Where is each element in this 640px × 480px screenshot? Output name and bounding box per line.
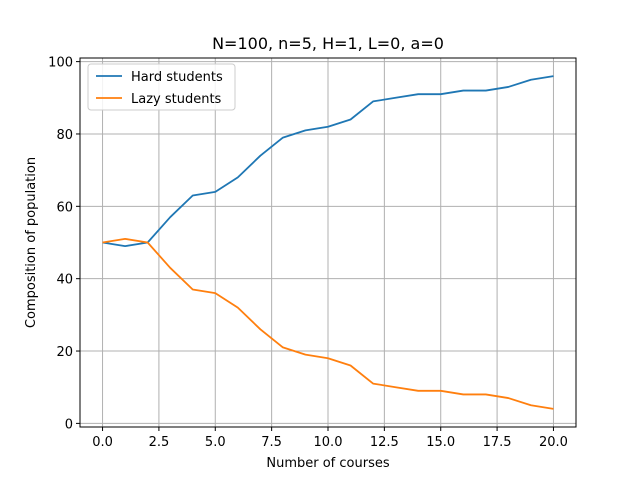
x-tick-label: 20.0	[539, 435, 568, 450]
y-tick-label: 100	[48, 56, 73, 71]
y-tick-label: 80	[56, 128, 73, 143]
x-tick-label: 0.0	[92, 435, 113, 450]
series-line-1	[102, 75, 554, 248]
series-line-2	[102, 237, 554, 410]
y-tick-label: 60	[56, 200, 73, 215]
x-tick-label: 12.5	[370, 435, 399, 450]
x-tick-label: 2.5	[149, 435, 170, 450]
axis-ticks: 0.0 2.5 5.0 7.5 10.0 12.5 15.0 17.5 20.0 0 20 40 60 8…	[48, 56, 568, 450]
grid	[80, 58, 576, 427]
x-tick-label: 15.0	[426, 435, 455, 450]
x-tick-label: 17.5	[483, 435, 512, 450]
x-tick-label: 10.0	[314, 435, 343, 450]
x-tick-label: 5.0	[205, 435, 226, 450]
x-tick-label: 7.5	[261, 435, 282, 450]
chart-title: N=100, n=5, H=1, L=0, a=0	[212, 34, 444, 53]
y-tick-label: 0	[65, 417, 73, 432]
y-axis-label: Composition of population	[24, 157, 39, 328]
legend: Hard students Lazy students	[87, 63, 236, 111]
x-axis-label: Number of courses	[266, 456, 389, 471]
y-tick-label: 20	[56, 345, 73, 360]
legend-label: Hard students	[131, 70, 223, 85]
legend-box	[87, 63, 236, 111]
series-lines	[102, 75, 554, 410]
y-tick-label: 40	[56, 273, 73, 288]
legend-label: Lazy students	[131, 92, 222, 107]
